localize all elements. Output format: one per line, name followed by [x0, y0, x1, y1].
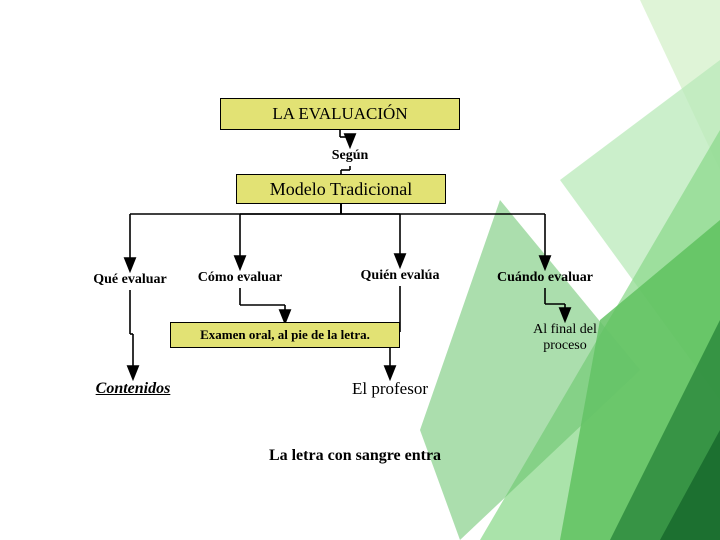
node-prof: El profesor	[320, 378, 460, 400]
node-examen: Examen oral, al pie de la letra.	[170, 322, 400, 348]
node-quien: Quién evalúa	[345, 266, 455, 286]
node-alfinal: Al final delproceso	[510, 320, 620, 360]
node-como: Cómo evaluar	[185, 268, 295, 288]
node-letra: La letra con sangre entra	[225, 445, 485, 467]
node-title: LA EVALUACIÓN	[220, 98, 460, 130]
node-segun: Según	[300, 146, 400, 166]
node-que: Qué evaluar	[80, 270, 180, 290]
node-conten: Contenidos	[78, 378, 188, 400]
node-cuando: Cuándo evaluar	[480, 268, 610, 288]
node-modelo: Modelo Tradicional	[236, 174, 446, 204]
